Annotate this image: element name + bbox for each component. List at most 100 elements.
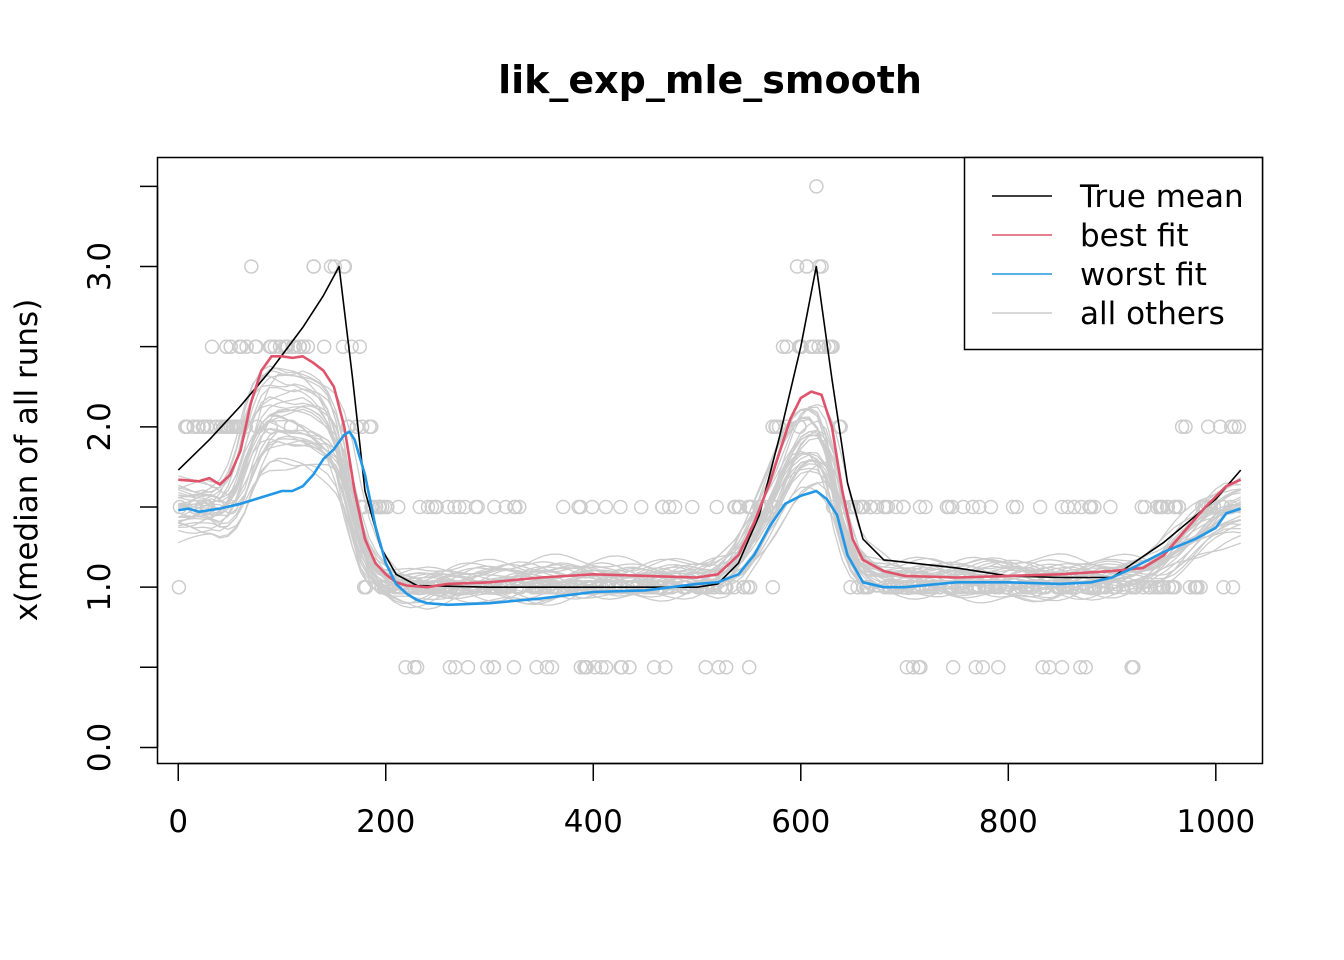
observed-point <box>1009 499 1024 515</box>
observed-point <box>972 499 987 515</box>
worst-fit-line <box>178 430 1242 607</box>
observed-point <box>196 419 212 435</box>
observed-point <box>352 339 368 354</box>
observed-point <box>950 579 965 595</box>
observed-point <box>799 259 814 274</box>
observed-point <box>613 660 628 675</box>
observed-point <box>856 499 871 515</box>
observed-point <box>765 419 780 435</box>
observed-point <box>965 499 980 515</box>
observed-point <box>1182 579 1198 595</box>
observed-point <box>975 660 991 675</box>
observed-point <box>850 579 865 595</box>
best-fit-line <box>178 355 1242 589</box>
observed-point <box>1165 579 1180 595</box>
observed-point <box>718 660 734 675</box>
observed-point <box>380 499 395 515</box>
observed-point <box>918 499 933 515</box>
observed-point <box>719 579 734 595</box>
observed-point <box>420 499 436 515</box>
observed-point <box>811 259 827 274</box>
observed-point <box>983 499 999 515</box>
observed-point <box>919 579 934 595</box>
observed-point <box>1042 660 1057 675</box>
observed-point <box>1098 579 1114 595</box>
observed-point <box>1074 499 1089 515</box>
observed-point <box>878 499 894 515</box>
observed-point <box>968 660 984 675</box>
observed-point <box>911 660 926 675</box>
observed-point <box>306 259 321 274</box>
observed-point <box>1137 499 1153 515</box>
observed-point <box>988 579 1003 595</box>
observed-point <box>771 419 787 435</box>
observed-point <box>1020 579 1036 595</box>
observed-point <box>711 660 727 675</box>
x-tick-label: 0 <box>168 804 188 840</box>
observed-point <box>863 499 879 515</box>
observed-point <box>1227 419 1242 435</box>
observed-point <box>1078 660 1093 675</box>
observed-point <box>1223 419 1239 435</box>
observed-point <box>945 579 960 595</box>
chart-title: lik_exp_mle_smooth <box>498 58 922 102</box>
observed-point <box>452 499 467 515</box>
observed-point <box>685 499 700 515</box>
observed-point <box>824 339 839 354</box>
observed-point <box>789 259 805 274</box>
observed-point <box>998 579 1014 595</box>
legend-label: worst fit <box>1080 257 1207 293</box>
observed-point <box>272 339 288 354</box>
observed-point <box>1223 499 1238 515</box>
legend-box <box>963 156 1264 351</box>
observed-point <box>398 660 413 675</box>
observed-point <box>374 579 389 595</box>
observed-point <box>633 499 649 515</box>
observed-point <box>435 579 451 595</box>
y-axis-label: x(median of all runs) <box>9 299 45 622</box>
observed-point <box>447 499 462 515</box>
observed-point <box>316 339 332 354</box>
observed-point <box>1124 660 1139 675</box>
observed-point <box>1107 579 1123 595</box>
observed-point <box>442 660 458 675</box>
x-tick-label: 800 <box>979 804 1038 840</box>
observed-point <box>487 499 502 515</box>
observed-point <box>507 499 522 515</box>
observed-point <box>912 499 928 515</box>
observed-point <box>1161 579 1177 595</box>
observed-point <box>1032 499 1048 515</box>
legend-label: best fit <box>1080 218 1189 254</box>
observed-point <box>980 579 996 595</box>
observed-point <box>727 579 742 595</box>
observed-point <box>587 660 603 675</box>
observed-point <box>1231 419 1247 435</box>
observed-point <box>736 579 752 595</box>
observed-point <box>468 499 484 515</box>
observed-point <box>1103 499 1118 515</box>
observed-point <box>741 660 757 675</box>
observed-point <box>1134 499 1150 515</box>
observed-point <box>1153 499 1169 515</box>
observed-point <box>283 419 299 435</box>
observed-point <box>424 499 440 515</box>
x-tick-label: 600 <box>771 804 830 840</box>
observed-point <box>1160 499 1176 515</box>
observed-point <box>977 579 992 595</box>
observed-point <box>1066 499 1082 515</box>
observed-point <box>262 339 278 354</box>
observed-point <box>506 660 522 675</box>
observed-point <box>194 499 210 515</box>
observed-point <box>180 419 195 435</box>
observed-point <box>429 499 444 515</box>
observed-point <box>225 419 241 435</box>
observed-point <box>895 499 911 515</box>
observed-point <box>555 499 571 515</box>
observed-point <box>498 499 514 515</box>
legend-label: True mean <box>1079 179 1244 215</box>
observed-point <box>204 339 220 354</box>
observed-point <box>704 579 720 595</box>
observed-point <box>1168 499 1184 515</box>
